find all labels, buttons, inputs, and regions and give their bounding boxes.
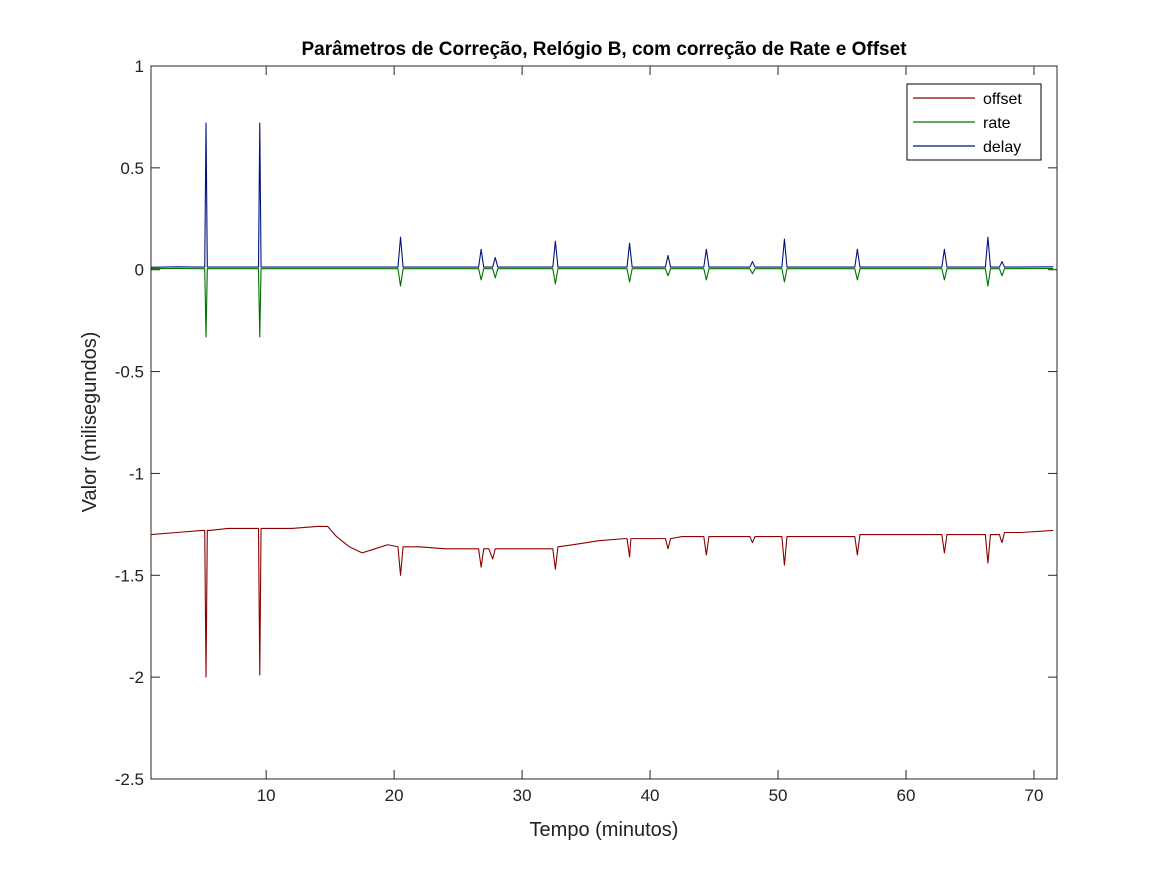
legend: offset rate delay — [906, 83, 1042, 161]
x-tick-label: 70 — [1025, 786, 1044, 805]
y-tick-label: 0.5 — [120, 159, 144, 178]
series-line-rate — [150, 267, 1054, 338]
y-tick-label: -2.5 — [115, 770, 144, 789]
chart-title: Parâmetros de Correção, Relógio B, com c… — [301, 39, 907, 60]
series-line-offset — [150, 525, 1054, 678]
y-tick-label: -1 — [129, 464, 144, 483]
y-tick-label: -2 — [129, 668, 144, 687]
series-line-delay — [150, 122, 1054, 268]
ticks-layer: 10 20 30 40 50 60 70 1 0.5 0 -0.5 -1 -1.5 -2 -2.5 — [115, 57, 1057, 805]
axes-frame — [150, 65, 1058, 780]
y-tick-label: 1 — [135, 57, 144, 76]
axes-layer — [150, 65, 1058, 780]
series-layer — [150, 122, 1054, 678]
y-tick-label: -0.5 — [115, 363, 144, 382]
x-tick-label: 20 — [385, 786, 404, 805]
y-tick-label: -1.5 — [115, 566, 144, 585]
plot-area — [151, 66, 1057, 779]
x-tick-label: 10 — [257, 786, 276, 805]
x-tick-label: 50 — [769, 786, 788, 805]
legend-label-rate: rate — [983, 115, 1011, 132]
x-tick-label: 40 — [641, 786, 660, 805]
legend-label-delay: delay — [983, 139, 1021, 156]
legend-label-offset: offset — [983, 91, 1022, 108]
y-tick-label: 0 — [135, 261, 144, 280]
x-tick-label: 60 — [897, 786, 916, 805]
x-tick-label: 30 — [513, 786, 532, 805]
x-axis-title: Tempo (minutos) — [530, 819, 679, 841]
y-axis-title: Valor (milisegundos) — [79, 332, 101, 513]
